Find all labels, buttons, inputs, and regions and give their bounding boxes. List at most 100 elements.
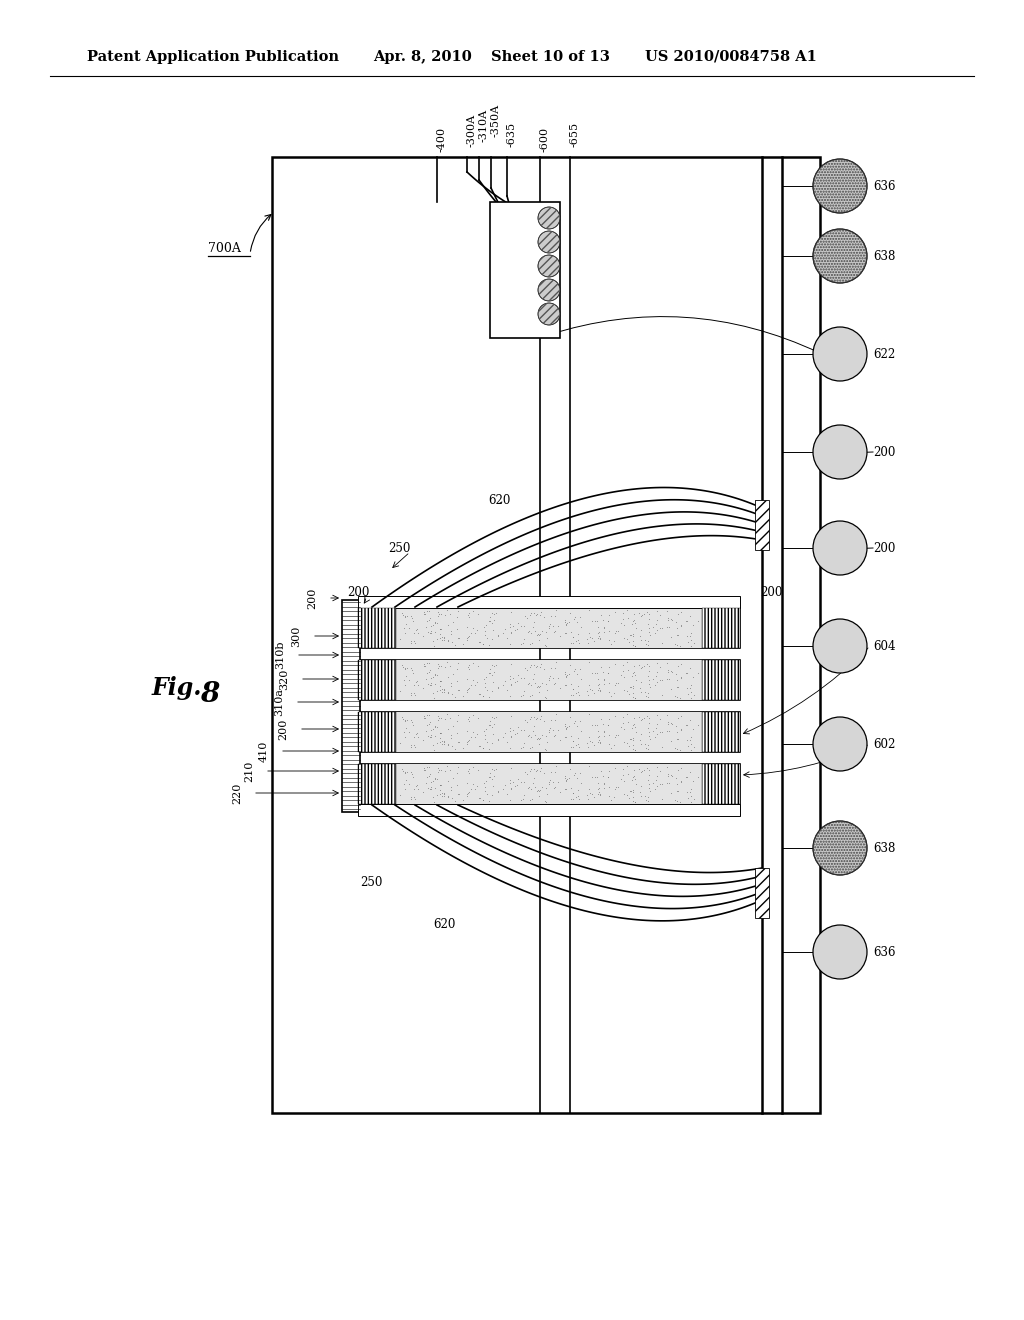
Point	[592, 627, 608, 648]
Point	[595, 722, 611, 743]
Point	[497, 722, 513, 743]
Point	[536, 710, 552, 731]
Point	[682, 626, 698, 647]
Point	[399, 657, 416, 678]
Point	[505, 771, 521, 792]
Point	[582, 704, 598, 725]
Point	[565, 626, 582, 647]
Point	[682, 730, 698, 751]
Bar	[358, 711, 740, 752]
Point	[403, 734, 420, 755]
Point	[592, 680, 608, 701]
Point	[441, 708, 458, 729]
Point	[673, 771, 689, 792]
Point	[596, 772, 612, 793]
Point	[433, 681, 450, 702]
Point	[497, 671, 513, 692]
Bar	[702, 609, 740, 648]
Point	[627, 791, 643, 812]
Point	[647, 770, 664, 791]
Text: 622: 622	[873, 347, 895, 360]
Point	[461, 677, 477, 698]
Point	[607, 653, 624, 675]
Point	[614, 603, 631, 624]
Point	[679, 767, 695, 788]
Point	[510, 664, 526, 685]
Point	[469, 619, 485, 640]
Point	[529, 779, 546, 800]
Point	[531, 760, 548, 781]
Point	[543, 710, 559, 731]
Point	[591, 677, 607, 698]
Point	[568, 768, 585, 789]
Point	[647, 622, 664, 643]
Point	[626, 738, 642, 759]
Point	[625, 631, 641, 652]
Point	[402, 657, 419, 678]
Point	[615, 731, 632, 752]
Point	[668, 664, 684, 685]
Point	[470, 787, 486, 808]
Point	[527, 760, 544, 781]
Point	[620, 607, 636, 628]
Point	[480, 789, 497, 810]
Point	[639, 635, 655, 656]
Point	[451, 678, 467, 700]
Point	[526, 715, 543, 737]
Point	[652, 657, 669, 678]
Point	[590, 731, 606, 752]
Point	[461, 763, 477, 784]
Point	[439, 682, 456, 704]
Point	[521, 673, 538, 694]
Point	[600, 709, 616, 730]
Point	[392, 733, 409, 754]
Bar	[358, 609, 396, 648]
Point	[584, 627, 600, 648]
Point	[565, 678, 582, 700]
Text: 300: 300	[291, 626, 301, 647]
Point	[678, 663, 694, 684]
Point	[667, 634, 683, 655]
Point	[538, 673, 554, 694]
Point	[683, 675, 699, 696]
Point	[649, 661, 666, 682]
Point	[546, 673, 562, 694]
Point	[670, 676, 686, 697]
Point	[416, 758, 432, 779]
Point	[652, 616, 669, 638]
Point	[513, 634, 529, 655]
Point	[683, 681, 699, 702]
Point	[600, 714, 616, 735]
Point	[469, 723, 485, 744]
Point	[402, 762, 419, 783]
Point	[470, 684, 486, 705]
Point	[596, 673, 612, 694]
Point	[472, 735, 488, 756]
Point	[660, 772, 677, 793]
Point	[409, 619, 425, 640]
Point	[626, 760, 642, 781]
Point	[484, 655, 501, 676]
Point	[567, 710, 584, 731]
Point	[649, 619, 666, 640]
Point	[443, 623, 460, 644]
Point	[633, 681, 649, 702]
Point	[429, 760, 445, 781]
Point	[640, 614, 656, 635]
Point	[507, 672, 523, 693]
Point	[481, 767, 498, 788]
Point	[429, 784, 445, 805]
Point	[548, 599, 564, 620]
Point	[538, 777, 554, 799]
Point	[502, 772, 518, 793]
Point	[641, 609, 657, 630]
Point	[436, 681, 453, 702]
Point	[436, 730, 453, 751]
Point	[419, 663, 435, 684]
Point	[402, 632, 419, 653]
Point	[672, 635, 688, 656]
Point	[416, 653, 432, 675]
Point	[451, 652, 467, 673]
Point	[503, 601, 519, 622]
Point	[565, 783, 582, 804]
